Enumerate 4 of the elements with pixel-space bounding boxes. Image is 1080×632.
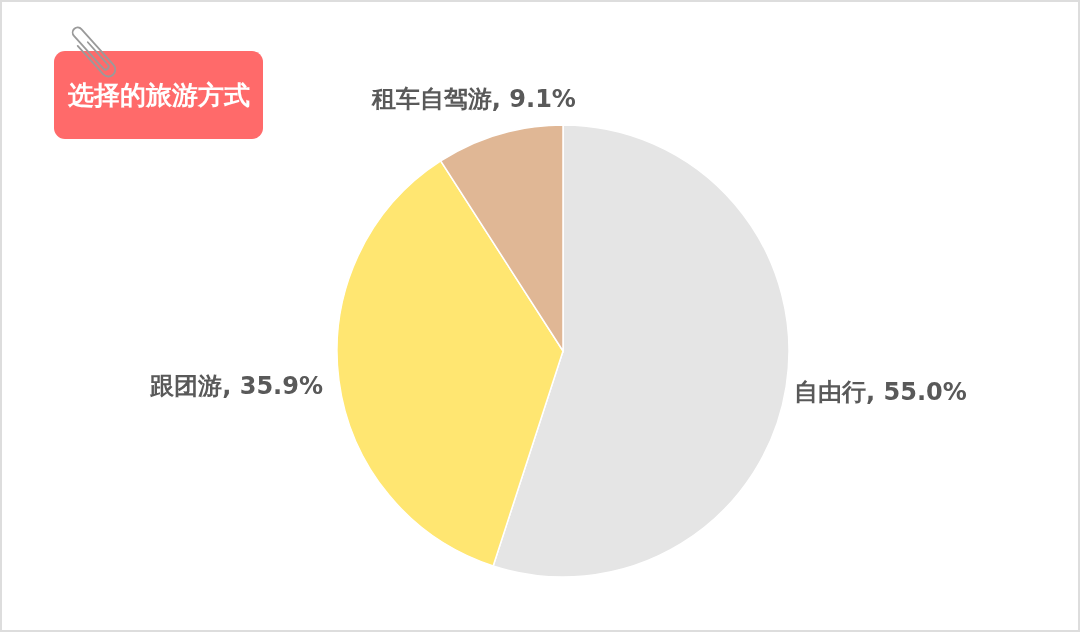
slice-label: 自由行, 55.0% [794,378,967,407]
chart-title: 选择的旅游方式 [67,78,250,112]
slice-label: 租车自驾游, 9.1% [370,84,576,113]
slice-label: 跟团游, 35.9% [149,371,323,400]
